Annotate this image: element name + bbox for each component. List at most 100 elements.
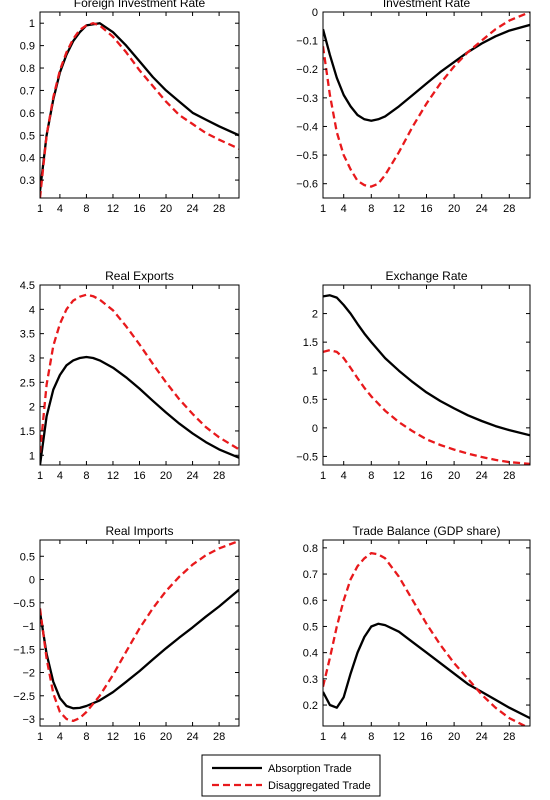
y-tick-label: 1.5 <box>303 337 318 349</box>
y-tick-label: 0.5 <box>20 130 35 142</box>
x-tick-label: 16 <box>133 203 145 215</box>
x-tick-label: 20 <box>160 203 172 215</box>
y-tick-label: 0.4 <box>20 153 35 165</box>
y-tick-label: 2.5 <box>20 377 35 389</box>
series-line-absorption-trade <box>323 294 530 437</box>
y-tick-label: 0.6 <box>20 108 35 120</box>
x-tick-label: 4 <box>57 203 63 215</box>
y-tick-label: 1 <box>29 450 35 462</box>
y-tick-label: −0.5 <box>13 598 35 610</box>
x-tick-label: 16 <box>133 731 145 743</box>
x-tick-label: 28 <box>213 731 225 743</box>
y-tick-label: 0.3 <box>303 674 318 686</box>
y-tick-label: −0.2 <box>296 64 318 76</box>
x-tick-label: 4 <box>57 470 63 482</box>
axes-box <box>39 284 240 466</box>
y-tick-label: −2 <box>22 668 35 680</box>
x-tick-label: 1 <box>320 470 326 482</box>
y-tick-label: −0.3 <box>296 93 318 105</box>
x-tick-label: 12 <box>107 203 119 215</box>
x-tick-label: 24 <box>476 470 488 482</box>
y-tick-label: −0.1 <box>296 36 318 48</box>
x-tick-label: 20 <box>448 470 460 482</box>
chart-title: Real Exports <box>105 269 174 283</box>
chart-title: Investment Rate <box>383 0 471 10</box>
x-tick-label: 8 <box>83 731 89 743</box>
y-tick-label: 0.7 <box>20 85 35 97</box>
legend-label: Absorption Trade <box>268 763 352 775</box>
chart-title: Trade Balance (GDP share) <box>352 524 500 538</box>
x-tick-label: 1 <box>320 731 326 743</box>
chart-panel-6: Trade Balance (GDP share) 1 4 8 12 16 20 24 28 0.… <box>303 524 531 743</box>
x-tick-label: 8 <box>368 470 374 482</box>
y-tick-label: −0.4 <box>296 121 318 133</box>
axes-box <box>39 539 240 727</box>
legend-box <box>201 754 381 797</box>
y-tick-label: 0.8 <box>303 543 318 555</box>
x-tick-label: 12 <box>393 203 405 215</box>
x-tick-label: 16 <box>420 203 432 215</box>
x-tick-label: 8 <box>368 731 374 743</box>
x-tick-label: 24 <box>476 203 488 215</box>
series-line-absorption-trade <box>40 355 239 465</box>
axes-box <box>322 284 531 466</box>
x-tick-label: 20 <box>160 731 172 743</box>
y-tick-label: 0 <box>312 7 318 19</box>
x-tick-label: 20 <box>448 203 460 215</box>
y-tick-label: 0.4 <box>303 648 318 660</box>
y-tick-label: 0 <box>29 575 35 587</box>
y-tick-label: 0.7 <box>303 569 318 581</box>
x-tick-label: 24 <box>186 470 198 482</box>
y-tick-label: 2 <box>29 402 35 414</box>
y-tick-label: −3 <box>22 714 35 726</box>
chart-panel-5: Real Imports 1 4 8 12 16 20 24 28 −3 −2.5 −2 −1.5 −1 −… <box>13 524 240 743</box>
y-tick-label: 4.5 <box>20 280 35 292</box>
y-tick-label: −0.6 <box>296 179 318 191</box>
y-tick-label: 0.6 <box>303 595 318 607</box>
x-tick-label: 4 <box>57 731 63 743</box>
x-tick-label: 4 <box>341 731 347 743</box>
series-line-absorption-trade <box>323 622 530 720</box>
x-tick-label: 8 <box>368 203 374 215</box>
y-tick-label: 1 <box>312 366 318 378</box>
chart-title: Exchange Rate <box>385 269 467 283</box>
y-tick-label: 3 <box>29 353 35 365</box>
y-tick-label: 0.8 <box>20 63 35 75</box>
chart-title: Real Imports <box>105 524 173 538</box>
x-tick-label: 28 <box>503 470 515 482</box>
legend: Absorption Trade Disaggregated Trade <box>201 754 381 797</box>
x-tick-label: 28 <box>503 731 515 743</box>
x-tick-label: 16 <box>133 470 145 482</box>
y-tick-label: 0.5 <box>20 551 35 563</box>
legend-label: Disaggregated Trade <box>268 780 371 792</box>
x-tick-label: 8 <box>83 203 89 215</box>
series-line-disaggregated-trade <box>40 293 239 453</box>
x-tick-label: 1 <box>320 203 326 215</box>
y-tick-label: 0 <box>312 423 318 435</box>
y-tick-label: 3.5 <box>20 329 35 341</box>
y-tick-label: −1.5 <box>13 644 35 656</box>
axes-box <box>39 11 240 199</box>
x-tick-label: 4 <box>341 470 347 482</box>
y-tick-label: 0.5 <box>303 394 318 406</box>
y-tick-label: 2 <box>312 309 318 321</box>
y-tick-label: 1.5 <box>20 426 35 438</box>
x-tick-label: 28 <box>213 203 225 215</box>
series-line-disaggregated-trade <box>40 22 239 198</box>
y-tick-label: 0.9 <box>20 41 35 53</box>
y-tick-label: −2.5 <box>13 691 35 703</box>
axes-box <box>322 539 531 727</box>
x-tick-label: 28 <box>213 470 225 482</box>
y-tick-label: 1 <box>29 18 35 30</box>
chart-title: Foreign Investment Rate <box>74 0 206 10</box>
series-line-absorption-trade <box>40 22 239 192</box>
series-line-disaggregated-trade <box>323 12 530 188</box>
series-line-disaggregated-trade <box>40 540 239 723</box>
x-tick-label: 12 <box>393 731 405 743</box>
x-tick-label: 20 <box>448 731 460 743</box>
x-tick-label: 24 <box>186 731 198 743</box>
x-tick-label: 20 <box>160 470 172 482</box>
chart-panel-3: Real Exports 1 4 8 12 16 20 24 28 1 1.5 2 2.5 3 3.5 4 4.… <box>20 269 240 482</box>
x-tick-label: 12 <box>393 470 405 482</box>
